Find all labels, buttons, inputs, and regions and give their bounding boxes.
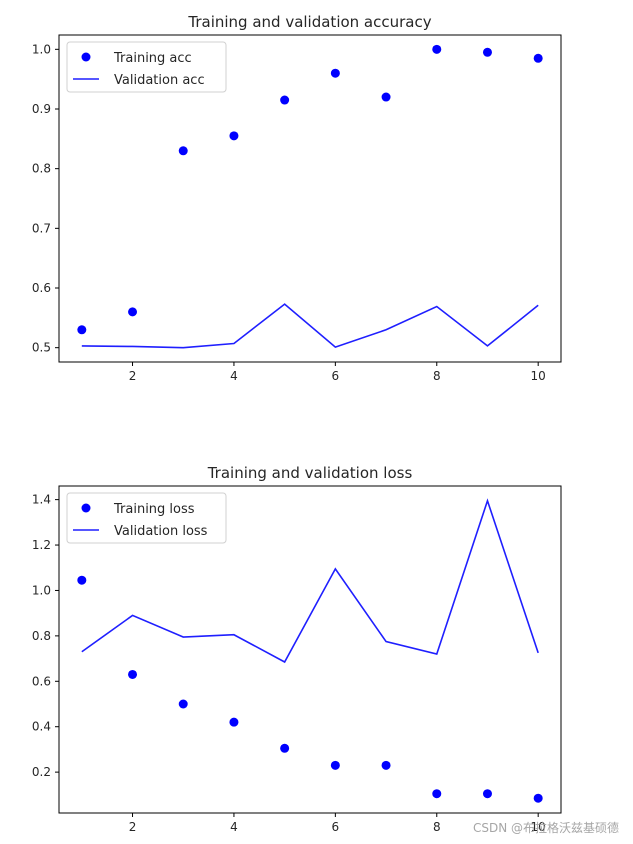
legend-box xyxy=(66,492,227,544)
chart-2: Training and validation loss 2 4 6 8 10 0.2 0.4… xyxy=(32,464,562,834)
data-point-training-acc xyxy=(229,131,239,141)
data-point-training-loss xyxy=(533,793,543,803)
data-point-training-acc xyxy=(77,325,87,335)
x-tick-label: 2 xyxy=(129,820,137,834)
data-point-training-loss xyxy=(330,760,340,770)
x-tick-label: 10 xyxy=(531,820,546,834)
y-tick-label: 0.8 xyxy=(32,162,51,176)
data-point-training-loss xyxy=(280,743,290,753)
y-tick-label: 0.6 xyxy=(32,674,51,688)
y-tick-label: 0.2 xyxy=(32,765,51,779)
data-point-training-acc xyxy=(432,44,442,54)
legend-label: Validation acc xyxy=(114,73,205,88)
x-tick-label: 6 xyxy=(332,820,340,834)
data-point-training-loss xyxy=(482,789,492,799)
y-tick-label: 1.4 xyxy=(32,493,51,507)
series-line-validation-acc xyxy=(81,303,539,349)
data-point-training-acc xyxy=(280,95,290,105)
watermark-text: CSDN @布拉格沃兹基硕德 xyxy=(472,821,619,835)
data-point-training-loss xyxy=(229,717,239,727)
data-point-training-loss xyxy=(432,789,442,799)
legend-marker xyxy=(81,503,91,513)
y-tick-label: 0.9 xyxy=(32,102,51,116)
data-point-training-loss xyxy=(77,575,87,585)
data-point-training-acc xyxy=(381,92,391,102)
chart-title: Training and validation accuracy xyxy=(187,13,431,31)
x-tick-label: 8 xyxy=(433,820,441,834)
series-line-validation-loss xyxy=(81,498,539,664)
y-tick-label: 1.2 xyxy=(32,538,51,552)
plot-frame xyxy=(58,485,562,814)
x-tick-label: 10 xyxy=(531,369,546,383)
x-tick-label: 4 xyxy=(230,369,238,383)
legend-label: Training acc xyxy=(113,51,192,66)
y-tick-label: 1.0 xyxy=(32,583,51,597)
chart-title: Training and validation loss xyxy=(207,464,413,482)
x-tick-label: 4 xyxy=(230,820,238,834)
y-tick-label: 0.6 xyxy=(32,281,51,295)
data-point-training-acc xyxy=(128,307,138,317)
legend-label: Training loss xyxy=(113,502,195,517)
data-point-training-acc xyxy=(482,47,492,57)
data-point-training-loss xyxy=(128,669,138,679)
chart-1: Training and validation accuracy 2 4 6 8 10 0.… xyxy=(32,13,562,383)
plot-frame xyxy=(58,34,562,363)
y-tick-label: 0.7 xyxy=(32,221,51,235)
legend-marker xyxy=(81,52,91,62)
legend-label: Validation loss xyxy=(114,524,208,539)
x-tick-label: 2 xyxy=(129,369,137,383)
y-tick-label: 0.8 xyxy=(32,629,51,643)
data-point-training-loss xyxy=(178,699,188,709)
data-point-training-acc xyxy=(178,146,188,156)
legend-box xyxy=(66,41,227,93)
y-tick-label: 1.0 xyxy=(32,42,51,56)
x-tick-label: 8 xyxy=(433,369,441,383)
x-tick-label: 6 xyxy=(332,369,340,383)
data-point-training-acc xyxy=(330,68,340,78)
y-tick-label: 0.4 xyxy=(32,720,51,734)
y-tick-label: 0.5 xyxy=(32,341,51,355)
data-point-training-acc xyxy=(533,53,543,63)
data-point-training-loss xyxy=(381,760,391,770)
